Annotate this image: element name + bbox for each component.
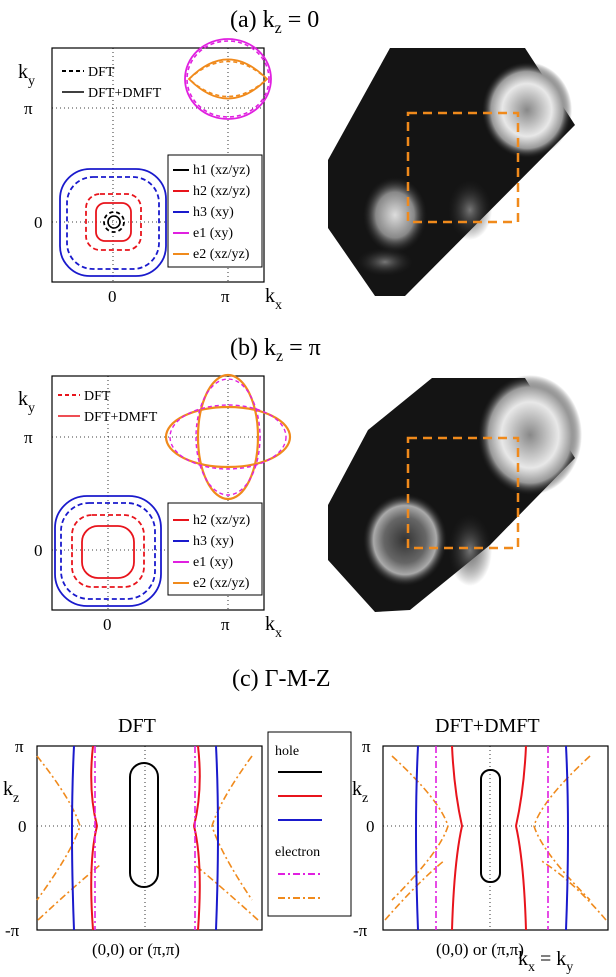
panel-b-style-dmft: DFT+DMFT: [84, 410, 158, 425]
panel-b-legend-label-1: h3 (xy): [193, 534, 234, 549]
panel-c-right-kz: kz: [352, 778, 368, 806]
panel-c-legend-hole: hole: [275, 744, 299, 759]
panel-c-left-pi: π: [15, 737, 24, 756]
panel-c-left-minus-pi: -π: [5, 921, 20, 940]
panel-b-title: (b) kz = π: [230, 335, 321, 365]
panel-a-kx-label: kx: [265, 285, 282, 313]
panel-c-left-xlabel: (0,0) or (π,π): [92, 940, 180, 959]
panel-a-style-dmft: DFT+DMFT: [88, 86, 162, 101]
panel-b-legend-label-3: e2 (xz/yz): [193, 576, 250, 591]
panel-a-title: (a) kz = 0: [230, 7, 319, 37]
panel-c-legend-electron: electron: [275, 845, 320, 860]
panel-c-right-title: DFT+DMFT: [435, 715, 540, 737]
panel-b-fermi-plot: ky π 0 0 π kx DFT DFT+DMFT h2 (xz/yz) h3 …: [18, 373, 292, 641]
panel-b-legend-label-0: h2 (xz/yz): [193, 513, 250, 528]
panel-a-legend-label-4: e2 (xz/yz): [193, 247, 250, 262]
panel-b-kx-label: kx: [265, 613, 282, 641]
panel-c-right-plot: DFT+DMFT π kz 0 -π (0,0) or (π,π) kx = k…: [352, 715, 609, 975]
panel-a-style-dft: DFT: [88, 65, 115, 80]
panel-a-fermi-plot: ky π 0 0 π kx DFT DFT+DMFT h1 (xz/yz) h2 …: [18, 38, 282, 313]
panel-c-right-zero: 0: [366, 817, 375, 836]
panel-a-legend-label-1: h2 (xz/yz): [193, 184, 250, 199]
panel-a-ky-label: ky: [18, 61, 35, 89]
panel-b-pi-y-tick: π: [24, 428, 33, 447]
panel-c-right-minus-pi: -π: [353, 921, 368, 940]
panel-c-legend: hole electron: [267, 731, 352, 917]
panel-c-left-zero: 0: [18, 817, 27, 836]
panel-a-arpes-image: [328, 48, 575, 296]
panel-c-left-kz: kz: [3, 778, 19, 806]
panel-a-legend-label-0: h1 (xz/yz): [193, 163, 250, 178]
panel-c-left-plot: DFT π kz 0 -π (0,0) or (π,π): [3, 715, 263, 959]
panel-b-arpes-image: [328, 375, 582, 612]
panel-c-right-pi: π: [362, 737, 371, 756]
panel-a-legend-label-3: e1 (xy): [193, 226, 233, 241]
panel-c-right-xlabel: (0,0) or (π,π): [436, 940, 524, 959]
panel-c-left-title: DFT: [118, 715, 156, 737]
panel-a-zero-y-tick: 0: [34, 213, 43, 232]
panel-b-zero-x-tick: 0: [103, 615, 112, 634]
panel-b-legend-label-2: e1 (xy): [193, 555, 233, 570]
panel-a-pi-x-tick: π: [221, 287, 230, 306]
panel-b-style-dft: DFT: [84, 389, 111, 404]
panel-b-pi-x-tick: π: [221, 615, 230, 634]
panel-b-ky-label: ky: [18, 388, 35, 416]
panel-a-zero-x-tick: 0: [108, 287, 117, 306]
panel-a-legend-label-2: h3 (xy): [193, 205, 234, 220]
panel-a-pi-y-tick: π: [24, 99, 33, 118]
panel-b-zero-y-tick: 0: [34, 541, 43, 560]
panel-c-title: (c) Γ-M-Z: [232, 666, 331, 692]
panel-c-kxky-label: kx = ky: [518, 948, 573, 975]
